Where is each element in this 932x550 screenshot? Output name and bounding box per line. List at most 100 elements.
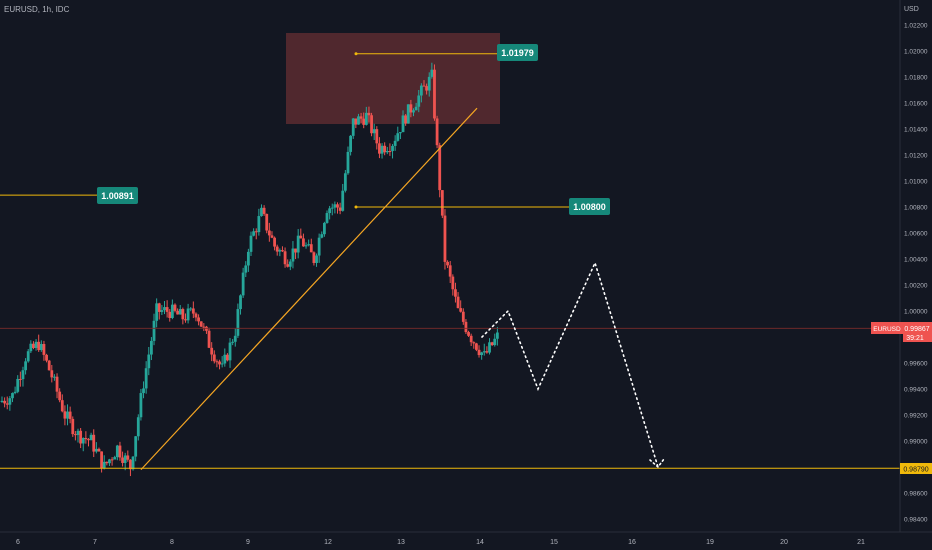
- candle-body: [291, 248, 295, 262]
- svg-text:0.99867: 0.99867: [904, 326, 929, 333]
- candle-body: [425, 86, 429, 91]
- candle-body: [281, 250, 284, 252]
- high-anchor-dot: [354, 52, 358, 56]
- candle-body: [336, 204, 339, 208]
- candle-body: [215, 361, 219, 363]
- candle-body: [81, 438, 85, 444]
- candle-body: [115, 445, 119, 458]
- candle-body: [21, 370, 25, 380]
- candle-body: [419, 85, 423, 96]
- candle-body: [163, 307, 166, 311]
- price-tick-label: 1.01400: [904, 127, 928, 134]
- candle-body: [131, 456, 135, 470]
- candle-body: [184, 319, 187, 321]
- candle-body: [357, 116, 360, 125]
- candle-body: [385, 150, 389, 153]
- candle-body: [317, 237, 321, 256]
- candle-body: [325, 213, 329, 223]
- left-price-label[interactable]: 1.00891: [97, 187, 138, 204]
- candle-body: [278, 250, 282, 252]
- candle-body: [328, 208, 332, 214]
- candle-body: [372, 129, 376, 134]
- candle-body: [236, 309, 240, 336]
- candle-body: [454, 289, 457, 297]
- candle-body: [147, 354, 151, 369]
- candle-body: [160, 310, 164, 312]
- candle-body: [409, 104, 413, 113]
- candle-body: [349, 135, 352, 152]
- svg-text:0.98790: 0.98790: [903, 467, 928, 474]
- candle-body: [435, 118, 439, 146]
- candle-body: [42, 344, 46, 355]
- candle-body: [404, 115, 408, 124]
- candle-body: [155, 303, 159, 321]
- candle-body: [446, 261, 449, 266]
- price-tick-label: 1.00600: [904, 231, 928, 238]
- candle-body: [121, 457, 124, 463]
- candle-body: [32, 343, 35, 348]
- candle-body: [89, 434, 93, 441]
- symbol-title: EURUSD, 1h, IDC: [4, 5, 70, 14]
- candle-body: [63, 411, 67, 419]
- candle-body: [307, 244, 311, 246]
- candle-body: [210, 347, 214, 355]
- candle-body: [302, 238, 305, 247]
- time-tick-label: 8: [170, 539, 174, 546]
- candle-body: [294, 248, 297, 253]
- candle-body: [456, 296, 460, 309]
- candle-body: [34, 341, 38, 348]
- candle-body: [495, 332, 499, 339]
- candle-body: [26, 351, 30, 362]
- candle-body: [189, 308, 193, 310]
- candle-body: [320, 234, 324, 238]
- time-axis[interactable]: 6 7 8 9 12 13 14 15 16 19 20 21: [0, 531, 932, 546]
- candle-body: [118, 445, 122, 458]
- candle-body: [482, 351, 486, 353]
- candle-body: [144, 368, 148, 389]
- candle-body: [134, 436, 138, 457]
- candle-body: [3, 400, 7, 404]
- candle-body: [401, 115, 405, 133]
- price-tick-label: 0.98600: [904, 491, 928, 498]
- candle-body: [50, 370, 54, 378]
- support-level-marker: 0.98790: [900, 463, 932, 474]
- candle-body: [68, 411, 72, 419]
- candle-body: [73, 434, 77, 436]
- candle-body: [126, 455, 130, 460]
- candle-body: [191, 308, 195, 314]
- candle-body: [380, 145, 384, 154]
- candle-body: [142, 388, 145, 394]
- candle-body: [100, 451, 103, 469]
- time-tick-label: 21: [857, 539, 865, 546]
- candle-body: [11, 393, 14, 399]
- candle-body: [102, 461, 106, 469]
- candle-body: [354, 118, 358, 125]
- currency-label: USD: [904, 6, 919, 13]
- candle-body: [24, 361, 27, 371]
- candle-body: [108, 459, 111, 464]
- candle-body: [254, 231, 258, 233]
- candle-body: [351, 118, 355, 136]
- candle-body: [212, 354, 216, 362]
- candle-body: [97, 448, 101, 452]
- time-tick-label: 16: [628, 539, 636, 546]
- price-tick-label: 1.01800: [904, 75, 928, 82]
- candle-body: [346, 151, 350, 174]
- candle-body: [45, 354, 48, 361]
- candle-body: [246, 251, 250, 266]
- candle-body: [39, 344, 43, 351]
- candle-body: [433, 69, 436, 119]
- candle-body: [136, 417, 140, 437]
- candle-body: [60, 400, 64, 412]
- high-price-label[interactable]: 1.01979: [497, 44, 538, 61]
- candle-body: [480, 352, 484, 356]
- candle-body: [152, 320, 156, 341]
- candle-body: [422, 85, 426, 87]
- mid-price-label[interactable]: 1.00800: [569, 198, 610, 215]
- candle-body: [304, 245, 308, 247]
- candle-body: [343, 173, 347, 191]
- candle-body: [170, 304, 174, 318]
- candle-body: [197, 317, 200, 322]
- candle-body: [412, 110, 415, 113]
